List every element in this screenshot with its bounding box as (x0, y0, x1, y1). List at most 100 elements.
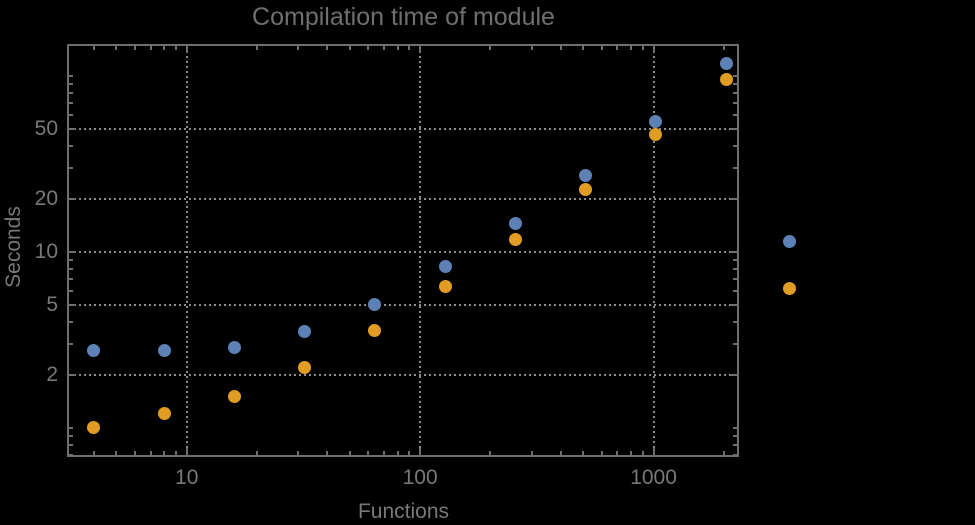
data-point-orange-x64 (368, 324, 382, 338)
y-tick-right-1 (733, 426, 737, 429)
x-tick-bottom-90 (408, 451, 411, 455)
y-tick-left-2 (69, 373, 76, 376)
x-tick-bottom-600 (600, 451, 603, 455)
x-tick-bottom-30 (297, 451, 300, 455)
data-point-blue-x2048 (719, 56, 733, 70)
x-tick-bottom-400 (559, 451, 562, 455)
data-point-blue-x1024 (649, 114, 663, 128)
y-tick-left-0.7000000000000001 (69, 453, 73, 456)
x-tick-top-300 (530, 45, 533, 50)
data-point-orange-x2048 (719, 72, 733, 86)
y-tick-left-9 (69, 258, 73, 261)
legend-marker-orange (782, 281, 796, 295)
y-tick-right-0.8 (733, 443, 737, 446)
x-tick-top-60 (367, 45, 370, 50)
y-tick-right-0.7000000000000001 (733, 453, 737, 456)
x-axis-label: Functions (357, 500, 450, 523)
x-tick-top-70 (382, 45, 385, 50)
x-tick-bottom-7 (149, 451, 152, 455)
y-tick-right-2 (730, 373, 737, 376)
x-tick-top-5 (115, 45, 118, 50)
data-point-blue-x512 (579, 169, 593, 183)
y-tick-left-70 (69, 101, 73, 104)
x-tick-bottom-500 (582, 451, 585, 455)
x-tick-top-9 (175, 45, 178, 50)
x-tick-bottom-40 (326, 451, 329, 455)
y-tick-left-60 (69, 113, 73, 116)
x-tick-bottom-2000 (722, 451, 725, 455)
x-tick-bottom-9 (175, 451, 178, 455)
x-tick-bottom-700 (616, 451, 619, 455)
x-tick-bottom-50 (348, 451, 351, 455)
y-tick-right-6 (733, 289, 737, 292)
x-tick-top-700 (616, 45, 619, 50)
x-tick-top-1000 (652, 45, 655, 53)
x-tick-top-800 (629, 45, 632, 50)
x-tick-top-6 (133, 45, 136, 50)
y-gridline-20 (69, 197, 737, 200)
y-tick-right-100 (733, 74, 737, 77)
y-tick-right-0.9 (733, 434, 737, 437)
y-tick-label-5: 5 (46, 293, 58, 317)
data-point-blue-x4 (87, 343, 101, 357)
y-tick-label-50: 50 (34, 117, 58, 140)
x-tick-top-400 (559, 45, 562, 50)
x-tick-bottom-4 (92, 451, 95, 455)
x-tick-top-600 (600, 45, 603, 50)
y-tick-right-40 (733, 144, 737, 147)
y-tick-left-3 (69, 342, 73, 345)
y-tick-left-1 (69, 426, 73, 429)
x-gridline-10 (185, 45, 188, 455)
x-tick-bottom-1000 (652, 448, 655, 455)
data-point-orange-x128 (438, 280, 452, 294)
y-tick-label-20: 20 (34, 187, 58, 211)
y-tick-right-80 (733, 91, 737, 94)
x-tick-bottom-60 (367, 451, 370, 455)
y-tick-right-3 (733, 342, 737, 345)
y-tick-left-50 (69, 127, 76, 130)
x-tick-top-30 (297, 45, 300, 50)
x-gridline-100 (419, 45, 422, 455)
data-point-orange-x512 (579, 183, 593, 197)
x-tick-bottom-800 (629, 451, 632, 455)
x-tick-bottom-80 (396, 451, 399, 455)
y-tick-label-2: 2 (46, 363, 58, 387)
y-tick-right-9 (733, 258, 737, 261)
x-tick-label-1000: 1000 (630, 466, 677, 489)
y-tick-left-7 (69, 277, 73, 280)
x-tick-bottom-200 (489, 451, 492, 455)
y-tick-right-60 (733, 113, 737, 116)
x-tick-bottom-300 (530, 451, 533, 455)
y-axis-label: Seconds (2, 206, 25, 288)
x-tick-bottom-5 (115, 451, 118, 455)
x-tick-top-90 (408, 45, 411, 50)
data-point-blue-x128 (438, 260, 452, 274)
y-tick-left-20 (69, 197, 76, 200)
legend-marker-blue (782, 234, 796, 248)
y-tick-left-5 (69, 303, 76, 306)
y-tick-right-7 (733, 277, 737, 280)
x-tick-bottom-10 (185, 448, 188, 455)
x-tick-top-40 (326, 45, 329, 50)
x-tick-top-2000 (722, 45, 725, 50)
plot-frame (67, 44, 739, 457)
y-tick-left-10 (69, 250, 76, 253)
data-point-orange-x4 (87, 421, 101, 435)
x-tick-top-50 (348, 45, 351, 50)
x-tick-top-4 (92, 45, 95, 50)
y-tick-left-6 (69, 289, 73, 292)
x-tick-bottom-900 (641, 451, 644, 455)
x-tick-top-500 (582, 45, 585, 50)
y-tick-left-0.8 (69, 443, 73, 446)
y-gridline-5 (69, 303, 737, 306)
y-tick-right-8 (733, 267, 737, 270)
x-tick-top-80 (396, 45, 399, 50)
data-point-blue-x8 (157, 343, 171, 357)
y-gridline-10 (69, 250, 737, 253)
y-tick-right-5 (730, 303, 737, 306)
y-tick-right-50 (730, 127, 737, 130)
y-tick-left-80 (69, 91, 73, 94)
y-gridline-50 (69, 127, 737, 130)
x-tick-top-100 (419, 45, 422, 53)
